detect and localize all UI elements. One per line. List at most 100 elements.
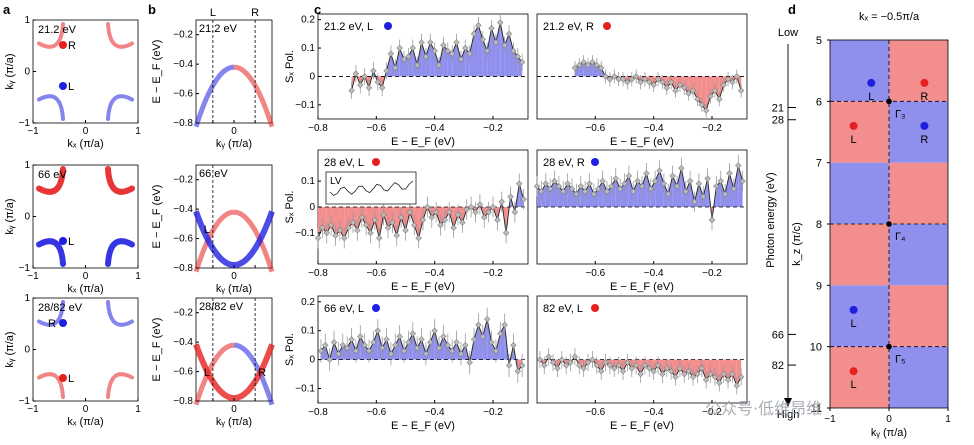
x-tick-label: 1 [135, 404, 141, 415]
panel-title: 28 eV, L [324, 157, 364, 169]
data-point [698, 101, 705, 108]
data-point [615, 362, 622, 369]
pol-fill-segment [576, 186, 581, 207]
data-point [737, 373, 745, 381]
data-point [567, 359, 574, 366]
fermi-pocket [106, 300, 134, 327]
data-point [361, 341, 368, 349]
energy-label-high: High [777, 409, 800, 421]
data-point [413, 344, 421, 352]
y-tick-label: −0.6 [173, 89, 193, 100]
data-point [589, 59, 596, 66]
y-tick-label: 0.1 [301, 326, 315, 337]
data-point [593, 362, 600, 369]
y-tick-label: 0.2 [301, 15, 315, 26]
data-point [659, 370, 666, 378]
y-tick-label: −1 [19, 263, 31, 274]
data-point [343, 344, 351, 352]
data-point [676, 365, 684, 372]
pol-fill-segment [439, 45, 444, 77]
energy-tick-label: 66 [772, 329, 784, 341]
data-point [562, 362, 570, 369]
marker-l-label: L [851, 318, 857, 330]
band-left-branch [193, 342, 235, 406]
data-point [660, 180, 668, 187]
y-tick-label: 0 [24, 345, 30, 356]
data-point [541, 362, 548, 369]
data-point [577, 183, 584, 190]
data-point [428, 214, 435, 221]
cut-label-r: R [251, 7, 259, 19]
data-point [362, 221, 370, 229]
data-point [546, 185, 554, 193]
data-point [514, 53, 521, 60]
data-point [716, 379, 723, 386]
y-axis-label: E − E_F (eV) [151, 318, 163, 382]
pol-fill-segment [453, 207, 458, 228]
data-point [479, 36, 486, 43]
data-point [392, 64, 399, 72]
data-point [457, 56, 465, 63]
data-point [735, 162, 742, 169]
data-point [694, 95, 701, 103]
marker-l-dot [849, 367, 858, 376]
data-point [580, 59, 587, 66]
data-point [576, 362, 583, 369]
data-point [339, 341, 346, 349]
data-point [628, 365, 635, 372]
data-point [689, 87, 697, 94]
data-point [689, 373, 697, 381]
data-point [586, 180, 593, 187]
data-point [444, 341, 451, 349]
y-tick-label: −0.2 [173, 308, 193, 319]
data-point [396, 44, 403, 52]
data-point [336, 227, 344, 234]
ky-tick-label: 0 [886, 414, 892, 425]
data-point [361, 73, 368, 80]
data-point [597, 64, 605, 72]
y-axis-label: kᵧ (π/a) [4, 331, 16, 367]
pol-fill-segment [487, 28, 492, 77]
data-point [542, 180, 549, 187]
y-tick-label: 1 [24, 15, 30, 26]
y-tick-label: −0.1 [295, 228, 315, 239]
pol-fill-segment [706, 76, 711, 111]
data-point [560, 188, 567, 195]
data-point [637, 370, 644, 378]
data-point [630, 188, 637, 195]
marker-r-label: R [68, 40, 76, 52]
pol-fill-segment [474, 324, 479, 360]
data-point [647, 185, 654, 193]
data-point [702, 107, 710, 114]
band-frame [195, 297, 273, 402]
data-point [551, 177, 558, 185]
data-point [402, 227, 409, 234]
data-point [720, 370, 727, 378]
data-point [667, 78, 675, 86]
x-tick-label: −0.8 [308, 407, 328, 418]
data-point [663, 84, 670, 91]
data-point [483, 47, 491, 55]
pol-fill-segment [338, 345, 343, 360]
data-point [444, 47, 451, 55]
x-tick-label: 1 [135, 271, 141, 282]
data-point [711, 373, 719, 381]
pol-fill-segment [320, 345, 326, 360]
title-marker-dot [384, 22, 392, 30]
data-point [415, 234, 422, 242]
cut-label-r: R [258, 367, 266, 379]
kz-cell-left [830, 162, 889, 224]
y-tick-label: 0 [24, 67, 30, 78]
photon-energy-label: 21.2 eV [199, 23, 238, 35]
x-tick-label: −0.2 [483, 268, 503, 279]
x-tick-label: 0 [83, 126, 89, 137]
data-point [446, 208, 453, 216]
photon-energy-label: 21.2 eV [38, 24, 77, 36]
band-right-branch [233, 64, 275, 128]
pol-fill-segment [331, 207, 336, 236]
data-point [691, 198, 698, 206]
y-tick-label: −0.8 [173, 118, 193, 129]
data-point [634, 177, 641, 185]
data-point [354, 227, 361, 234]
